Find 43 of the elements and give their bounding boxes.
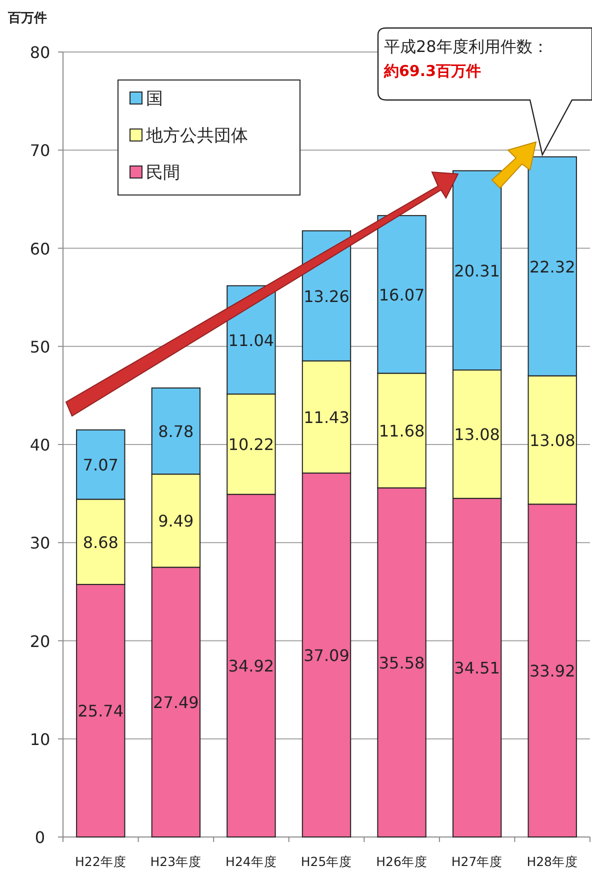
x-tick-label: H23年度 <box>150 854 202 869</box>
data-label: 34.51 <box>454 658 500 678</box>
annotation: 平成28年度利用件数：約69.3百万件 <box>383 37 548 80</box>
data-label: 37.09 <box>304 646 350 666</box>
x-tick-label: H26年度 <box>376 854 428 869</box>
y-tick-label: 50 <box>30 337 50 356</box>
x-tick-label: H22年度 <box>74 854 126 869</box>
data-label: 11.04 <box>228 330 274 350</box>
data-label: 16.07 <box>378 285 425 304</box>
legend-label: 国 <box>146 89 163 109</box>
data-label: 11.43 <box>304 408 350 427</box>
x-tick-label: H24年度 <box>226 854 277 869</box>
data-label: 35.58 <box>378 653 425 672</box>
callout: 平成28年度利用件数：約69.3百万件 <box>377 27 592 156</box>
data-label: 8.78 <box>158 422 194 442</box>
y-tick-label: 70 <box>30 141 50 160</box>
data-label: 22.32 <box>529 257 576 276</box>
x-tick-label: H27年度 <box>451 854 503 869</box>
y-tick-label: 80 <box>30 43 50 62</box>
y-tick-label: 20 <box>30 632 50 651</box>
y-tick-label: 60 <box>30 239 50 258</box>
data-label: 8.68 <box>82 532 118 552</box>
y-tick-label: 10 <box>30 730 50 749</box>
y-axis-title: 百万件 <box>7 11 47 26</box>
data-label: 13.08 <box>529 430 576 450</box>
data-label: 13.26 <box>304 286 350 306</box>
data-label: 7.07 <box>82 456 118 475</box>
data-label: 9.49 <box>158 512 194 531</box>
y-tick-label: 40 <box>30 436 50 454</box>
y-tick-label: 30 <box>30 534 50 553</box>
data-label: 34.92 <box>228 656 274 676</box>
data-label: 27.49 <box>153 693 199 712</box>
y-tick-label: 0 <box>34 828 46 847</box>
data-label: 20.31 <box>454 261 500 280</box>
data-label: 25.74 <box>78 702 124 721</box>
x-tick-label: H28年度 <box>526 854 578 869</box>
legend-label: 民間 <box>146 163 180 183</box>
data-label: 10.22 <box>228 435 274 454</box>
data-label: 11.68 <box>378 422 425 441</box>
data-label: 13.08 <box>454 425 500 444</box>
x-tick-label: H25年度 <box>300 854 352 869</box>
data-label: 33.92 <box>529 662 576 681</box>
legend-label: 地方公共団体 <box>145 126 248 146</box>
